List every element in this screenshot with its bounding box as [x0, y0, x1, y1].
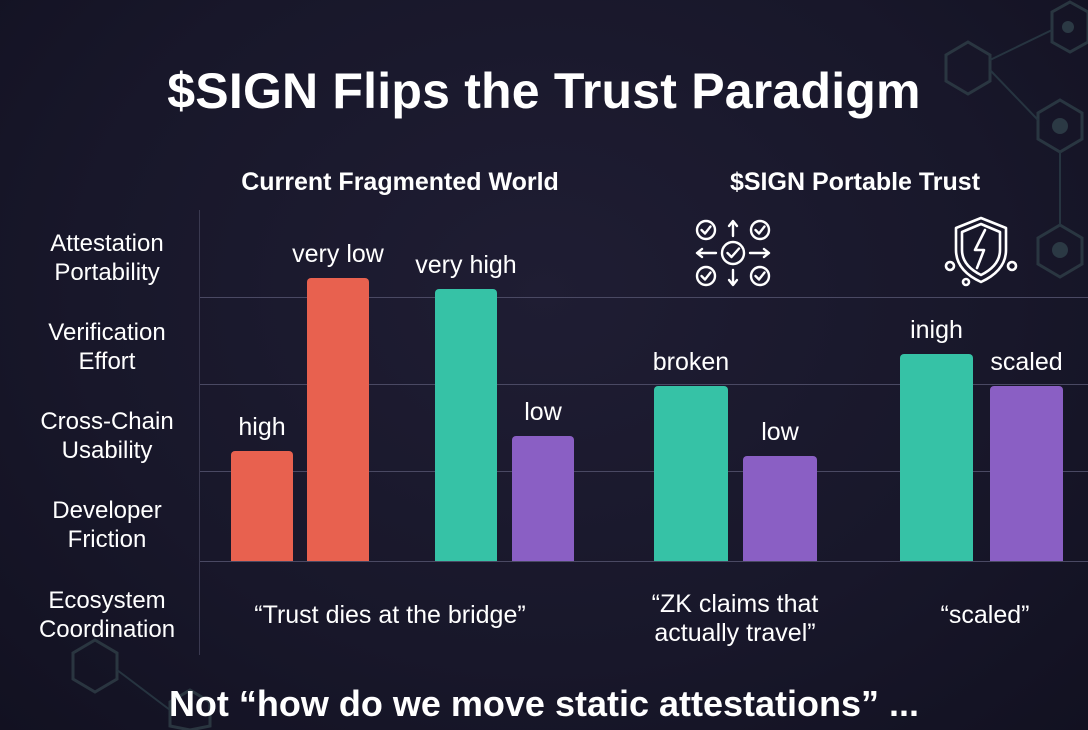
quote-current-world: “Trust dies at the bridge”: [254, 601, 526, 629]
quote-scaled: “scaled”: [940, 601, 1030, 629]
bar-5: [743, 456, 817, 561]
bar-label-5: low: [761, 418, 799, 446]
grid-line: [200, 384, 1088, 385]
bar-3: [512, 436, 574, 561]
bar-label-1: very low: [292, 240, 384, 268]
grid-line: [200, 561, 1088, 562]
chart-title: $SIGN Flips the Trust Paradigm: [167, 63, 921, 119]
bar-1: [307, 278, 369, 561]
bar-0: [231, 451, 293, 561]
bar-label-0: high: [238, 413, 286, 441]
bottom-caption: Not “how do we move static attestations”…: [168, 683, 920, 724]
bar-2: [435, 289, 497, 561]
shield-lightning-icon: [944, 216, 1018, 287]
bar-label-7: scaled: [990, 348, 1063, 376]
row-label-ecosystem-coordination: Ecosystem Coordination: [38, 587, 176, 643]
row-label-verification-effort: Verification Effort: [48, 319, 166, 375]
row-label-attestation-portability: Attestation Portability: [50, 230, 164, 286]
bar-4: [654, 386, 728, 561]
bar-label-2: very high: [415, 251, 517, 279]
checkmark-network-icon: [695, 219, 771, 287]
row-label-developer-friction: Developer Friction: [52, 497, 162, 553]
bar-label-6: inigh: [910, 316, 963, 344]
bar-label-4: broken: [652, 348, 730, 376]
bar-7: [990, 386, 1063, 561]
row-label-cross-chain-usability: Cross-Chain Usability: [40, 408, 174, 464]
group-title-current: Current Fragmented World: [241, 168, 559, 196]
bar-6: [900, 354, 973, 561]
quote-zk-claims: “ZK claims that actually travel”: [651, 590, 819, 647]
bar-label-3: low: [524, 398, 562, 426]
grid-line: [200, 471, 1088, 472]
y-axis-line: [199, 210, 200, 655]
grid-line: [200, 297, 1088, 298]
group-title-sign: $SIGN Portable Trust: [729, 168, 981, 196]
